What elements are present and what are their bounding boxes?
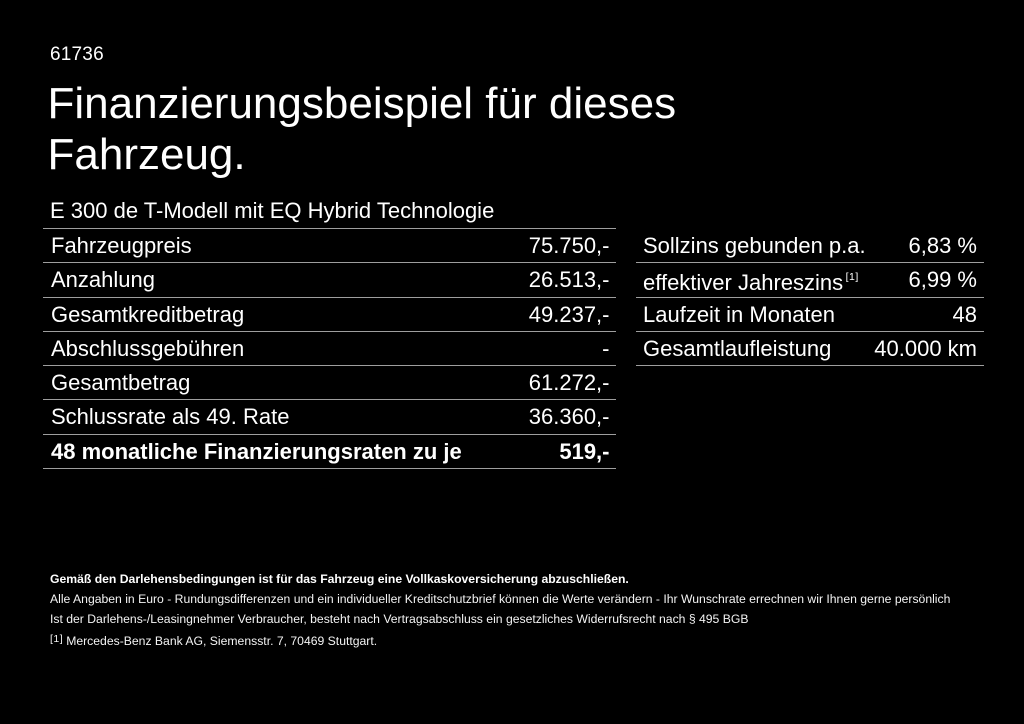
table-row: Gesamtbetrag 61.272,- — [43, 365, 616, 399]
table-row: Schlussrate als 49. Rate 36.360,- — [43, 399, 616, 433]
table-row: Fahrzeugpreis 75.750,- — [43, 228, 616, 262]
row-label: Anzahlung — [51, 267, 155, 293]
page-title-line1: Finanzierungsbeispiel für dieses — [47, 78, 677, 128]
model-subtitle: E 300 de T-Modell mit EQ Hybrid Technolo… — [50, 198, 495, 224]
row-value: - — [602, 335, 610, 361]
table-row: Abschlussgebühren - — [43, 330, 616, 365]
row-label: Sollzins gebunden p.a. — [643, 233, 866, 258]
table-row: effektiver Jahreszins [1] 6,99 % — [636, 261, 984, 299]
row-value: 48 — [952, 301, 977, 327]
page-title-line2: Fahrzeug. — [47, 129, 246, 179]
row-value: 6,99 % — [908, 267, 978, 293]
table-row: Gesamtlaufleistung 40.000 km — [636, 332, 984, 366]
bank-footnote: [1] Mercedes-Benz Bank AG, Siemensstr. 7,… — [50, 629, 377, 651]
footnote-marker: [1] — [50, 632, 64, 645]
footnote-reference: [1] — [845, 270, 859, 283]
insurance-note: Gemäß den Darlehensbedingungen ist für d… — [50, 572, 629, 586]
disclaimer-line: Alle Angaben in Euro - Rundungsdifferenz… — [50, 592, 951, 606]
table-row-monthly-rate: 48 monatliche Finanzierungsraten zu je 5… — [43, 433, 616, 468]
row-label: effektiver Jahreszins [1] — [636, 261, 859, 299]
disclaimer-line: Ist der Darlehens-/Leasingnehmer Verbrau… — [50, 612, 749, 626]
row-value: 49.237,- — [528, 301, 610, 327]
table-row: Anzahlung 26.513,- — [43, 262, 616, 296]
row-label: 48 monatliche Finanzierungsraten zu je — [51, 438, 462, 464]
row-value: 75.750,- — [528, 233, 610, 258]
table-row: Sollzins gebunden p.a. 6,83 % — [636, 229, 984, 264]
row-label: Gesamtlaufleistung — [643, 335, 832, 361]
row-value: 36.360,- — [528, 404, 610, 430]
row-value: 26.513,- — [528, 267, 610, 293]
row-value: 40.000 km — [874, 335, 977, 361]
row-value: 61.272,- — [528, 370, 610, 395]
row-label: Abschlussgebühren — [51, 335, 245, 361]
footnote-text: Mercedes-Benz Bank AG, Siemensstr. 7, 70… — [66, 633, 378, 648]
table-row: Laufzeit in Monaten 48 — [636, 298, 984, 332]
row-label-text: effektiver Jahreszins — [643, 269, 844, 295]
table-row: Gesamtkreditbetrag 49.237,- — [43, 296, 616, 331]
row-label: Schlussrate als 49. Rate — [51, 404, 290, 430]
row-value: 519,- — [559, 438, 610, 464]
row-value: 6,83 % — [908, 233, 978, 258]
row-label: Fahrzeugpreis — [51, 233, 192, 258]
row-label: Laufzeit in Monaten — [643, 301, 836, 327]
row-label: Gesamtbetrag — [51, 370, 191, 395]
vehicle-code: 61736 — [50, 43, 104, 65]
page-title: Finanzierungsbeispiel für dieses Fahrzeug… — [48, 78, 677, 180]
conditions-table: Sollzins gebunden p.a. 6,83 % effektiver… — [636, 229, 984, 366]
row-label: Gesamtkreditbetrag — [51, 301, 245, 327]
finance-table: Fahrzeugpreis 75.750,- Anzahlung 26.513,… — [43, 228, 616, 469]
footer-notes: Gemäß den Darlehensbedingungen ist für d… — [50, 569, 950, 629]
